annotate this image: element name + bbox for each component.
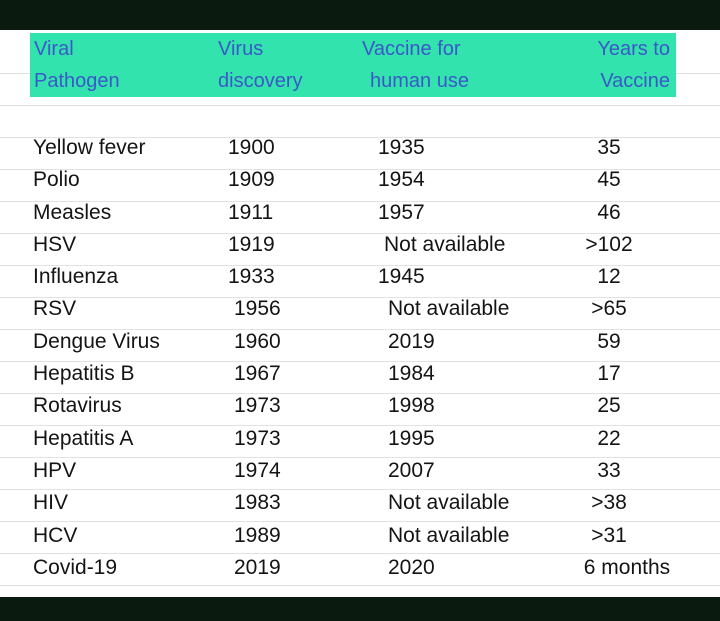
table-body: Yellow fever 1900 1935 35 Polio 1909 195… [0,132,720,584]
discovery-cell: 1967 [234,362,281,386]
vaccine-cell: Not available [388,523,510,547]
discovery-cell: 1909 [228,168,275,192]
header-virus-discovery: Virus discovery [218,33,302,97]
discovery-cell: 2019 [234,555,281,579]
pathogen-cell: Hepatitis B [33,362,135,386]
years-cell: >102 [585,232,633,256]
pathogen-cell: Polio [33,168,80,192]
table-row: HIV 1983 Not available >38 [0,487,720,519]
discovery-cell: 1973 [234,426,281,450]
years-cell: 59 [597,329,621,353]
discovery-cell: 1960 [234,329,281,353]
header-text: Virus [218,38,264,60]
header-text: Viral [34,38,74,60]
discovery-cell: 1911 [228,200,274,224]
years-cell: >65 [591,297,627,321]
vaccine-cell: 2020 [388,555,435,579]
pathogen-cell: Hepatitis A [33,426,134,450]
header-years-to-vaccine: Years to Vaccine [597,33,670,97]
header-text: Vaccine for [362,38,461,60]
table-row: RSV 1956 Not available >65 [0,293,720,325]
table-sheet: Viral Pathogen Virus discovery Vaccine f… [0,30,720,597]
table-row: Covid-19 2019 2020 6 months [0,552,720,584]
vaccine-cell: 1998 [388,394,435,418]
years-cell: 6 months [583,555,671,579]
header-viral-pathogen: Viral Pathogen [34,33,120,97]
discovery-cell: 1973 [234,394,281,418]
table-row: Yellow fever 1900 1935 35 [0,132,720,164]
pathogen-cell: Rotavirus [33,394,122,418]
vaccine-cell: 2019 [388,329,435,353]
discovery-cell: 1956 [234,297,281,321]
pathogen-cell: Influenza [33,265,119,289]
vaccine-cell: 2007 [388,458,435,482]
table-header: Viral Pathogen Virus discovery Vaccine f… [30,33,676,97]
discovery-cell: 1989 [234,523,281,547]
years-cell: >31 [591,523,627,547]
years-cell: 33 [597,458,621,482]
table-row: Measles 1911 1957 46 [0,197,720,229]
years-cell: 45 [597,168,621,192]
pathogen-cell: Covid-19 [33,555,118,579]
table-row: HCV 1989 Not available >31 [0,520,720,552]
table-row: Hepatitis A 1973 1995 22 [0,423,720,455]
header-text: Vaccine [600,70,670,92]
years-cell: 17 [597,362,621,386]
table-row: Influenza 1933 1945 12 [0,261,720,293]
header-text: human use [370,70,469,92]
table-row: HSV 1919 Not available >102 [0,229,720,261]
years-cell: >38 [591,491,627,515]
header-text: discovery [218,70,303,92]
table-row: Polio 1909 1954 45 [0,164,720,196]
header-text: Pathogen [34,70,120,92]
vaccine-cell: 1954 [378,168,425,192]
discovery-cell: 1919 [228,232,275,256]
pathogen-cell: HSV [33,232,77,256]
years-cell: 25 [597,394,621,418]
pathogen-cell: HIV [33,491,69,515]
table-row: Hepatitis B 1967 1984 17 [0,358,720,390]
table-row: Rotavirus 1973 1998 25 [0,390,720,422]
vaccine-cell: 1957 [378,200,425,224]
table-row: Dengue Virus 1960 2019 59 [0,326,720,358]
discovery-cell: 1983 [234,491,281,515]
pathogen-cell: HPV [33,458,77,482]
years-cell: 35 [597,136,621,159]
vaccine-cell: 1984 [388,362,435,386]
discovery-cell: 1933 [228,265,275,289]
header-vaccine-for-human-use: Vaccine for human use [362,33,469,97]
pathogen-cell: Measles [33,200,112,224]
pathogen-cell: RSV [33,297,77,321]
pathogen-cell: Yellow fever [33,136,146,159]
vaccine-cell: Not available [388,297,510,321]
years-cell: 46 [597,200,621,224]
years-cell: 12 [597,265,621,289]
years-cell: 22 [597,426,621,450]
vaccine-cell: Not available [384,232,506,256]
header-text: Years to [597,38,670,60]
table-row: HPV 1974 2007 33 [0,455,720,487]
discovery-cell: 1900 [228,136,275,159]
vaccine-cell: 1995 [388,426,435,450]
discovery-cell: 1974 [234,458,281,482]
pathogen-cell: Dengue Virus [33,329,160,353]
vaccine-cell: Not available [388,491,510,515]
vaccine-cell: 1935 [378,136,425,159]
pathogen-cell: HCV [33,523,78,547]
vaccine-cell: 1945 [378,265,425,289]
